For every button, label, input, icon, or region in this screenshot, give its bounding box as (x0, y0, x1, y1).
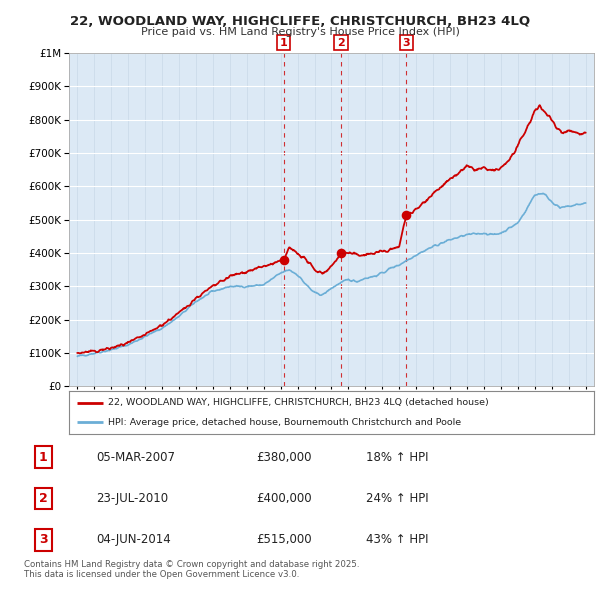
Text: 1: 1 (280, 38, 287, 48)
Text: 3: 3 (403, 38, 410, 48)
Text: 43% ↑ HPI: 43% ↑ HPI (366, 533, 429, 546)
Text: 23-JUL-2010: 23-JUL-2010 (96, 492, 168, 505)
Text: 2: 2 (39, 492, 47, 505)
Text: 3: 3 (39, 533, 47, 546)
Text: £380,000: £380,000 (256, 451, 311, 464)
Point (336, 248, 346, 258)
Text: HPI: Average price, detached house, Bournemouth Christchurch and Poole: HPI: Average price, detached house, Bour… (109, 418, 461, 427)
Text: £515,000: £515,000 (256, 533, 311, 546)
Text: £400,000: £400,000 (256, 492, 311, 505)
Text: 22, WOODLAND WAY, HIGHCLIFFE, CHRISTCHURCH, BH23 4LQ (detached house): 22, WOODLAND WAY, HIGHCLIFFE, CHRISTCHUR… (109, 398, 489, 407)
Point (279, 255, 289, 264)
Text: 18% ↑ HPI: 18% ↑ HPI (366, 451, 429, 464)
Text: 1: 1 (39, 451, 47, 464)
Text: Price paid vs. HM Land Registry's House Price Index (HPI): Price paid vs. HM Land Registry's House … (140, 27, 460, 37)
Point (401, 210, 411, 219)
Text: 24% ↑ HPI: 24% ↑ HPI (366, 492, 429, 505)
Text: 04-JUN-2014: 04-JUN-2014 (96, 533, 170, 546)
Text: 2: 2 (337, 38, 345, 48)
Text: 05-MAR-2007: 05-MAR-2007 (96, 451, 175, 464)
Text: Contains HM Land Registry data © Crown copyright and database right 2025.
This d: Contains HM Land Registry data © Crown c… (24, 560, 359, 579)
Text: 22, WOODLAND WAY, HIGHCLIFFE, CHRISTCHURCH, BH23 4LQ: 22, WOODLAND WAY, HIGHCLIFFE, CHRISTCHUR… (70, 15, 530, 28)
